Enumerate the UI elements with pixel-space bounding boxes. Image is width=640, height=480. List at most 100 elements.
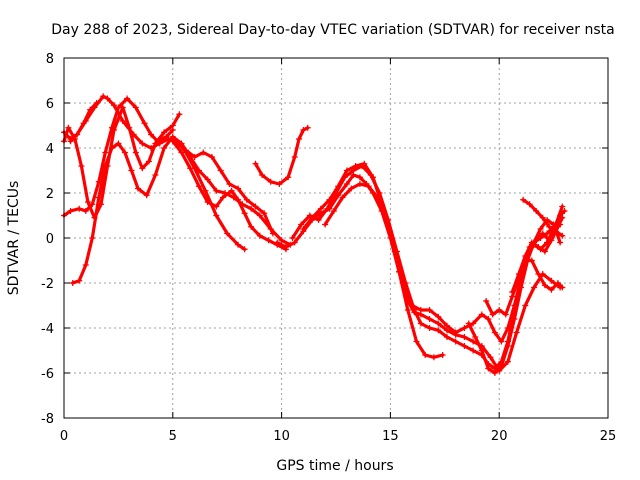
data-point	[531, 284, 538, 291]
data-point	[217, 167, 224, 174]
data-point	[291, 154, 298, 160]
data-point	[265, 237, 272, 244]
x-tick-label: 10	[273, 429, 290, 444]
data-point	[322, 221, 329, 228]
data-point	[452, 338, 459, 345]
data-point	[80, 120, 87, 127]
data-point	[546, 223, 553, 230]
data-point	[489, 311, 496, 318]
y-tick-label: -2	[41, 277, 54, 292]
data-point	[541, 282, 548, 289]
data-point	[343, 181, 350, 187]
data-point	[535, 244, 542, 250]
data-point	[533, 237, 540, 244]
data-point	[517, 284, 524, 291]
data-point	[487, 354, 494, 361]
series-line	[528, 204, 564, 249]
data-point	[291, 239, 298, 246]
data-point	[504, 325, 511, 331]
data-point	[248, 223, 255, 230]
data-point	[82, 208, 89, 214]
data-point	[413, 338, 420, 345]
y-tick-label: 4	[46, 142, 54, 157]
series-line	[62, 105, 181, 220]
data-point	[152, 140, 159, 147]
series-line	[62, 96, 175, 218]
data-point	[235, 196, 242, 203]
data-point	[383, 217, 390, 223]
data-point	[330, 208, 337, 214]
data-point	[102, 149, 109, 156]
data-point	[309, 214, 316, 221]
x-tick-label: 0	[60, 429, 68, 444]
data-point	[528, 257, 535, 264]
data-point	[526, 201, 533, 208]
data-point	[537, 226, 544, 232]
data-point	[111, 127, 118, 133]
y-tick-label: -4	[41, 322, 54, 337]
data-point	[241, 246, 248, 253]
data-point	[435, 320, 442, 327]
data-point	[128, 167, 135, 174]
data-point	[178, 149, 185, 156]
data-point	[356, 181, 363, 187]
data-point	[252, 203, 259, 210]
data-point	[126, 124, 133, 131]
data-point	[141, 120, 148, 127]
data-point	[559, 232, 566, 239]
data-point	[461, 334, 468, 340]
data-point	[470, 347, 477, 354]
data-point	[252, 160, 259, 167]
data-point	[243, 196, 250, 203]
data-point	[426, 316, 433, 322]
series-trace-7	[252, 124, 311, 187]
data-point	[548, 286, 555, 293]
data-point	[169, 138, 176, 145]
series-trace-1	[61, 93, 248, 253]
data-point	[298, 221, 305, 228]
data-point	[491, 370, 498, 376]
data-point	[241, 210, 248, 217]
data-point	[509, 289, 516, 295]
y-tick-label: 2	[46, 187, 54, 202]
data-point	[404, 307, 411, 313]
data-point	[528, 239, 535, 246]
data-point	[513, 329, 520, 336]
data-point	[276, 181, 283, 187]
data-point	[182, 147, 189, 154]
data-point	[326, 196, 333, 203]
data-point	[374, 194, 381, 201]
x-tick-label: 20	[491, 429, 508, 444]
data-point	[554, 223, 561, 230]
data-point	[226, 181, 233, 187]
data-point	[491, 329, 498, 336]
data-point	[539, 230, 546, 237]
data-point	[559, 214, 566, 221]
data-point	[261, 210, 268, 217]
data-point	[485, 316, 492, 322]
series-trace-15	[526, 203, 566, 250]
data-point	[93, 100, 100, 106]
data-point	[132, 104, 139, 111]
data-point	[426, 325, 433, 331]
series-line	[62, 94, 247, 251]
data-point	[559, 203, 566, 210]
x-axis-label: GPS time / hours	[276, 458, 393, 474]
data-point	[134, 185, 141, 192]
data-point	[148, 131, 155, 138]
data-point	[191, 154, 198, 160]
data-point	[548, 277, 555, 284]
data-point	[256, 212, 263, 219]
data-point	[139, 165, 146, 172]
data-point	[339, 194, 346, 201]
data-point	[561, 208, 568, 214]
data-point	[465, 320, 472, 327]
series-trace-2	[61, 95, 176, 219]
y-tick-label: 0	[46, 232, 54, 247]
data-point	[124, 95, 131, 102]
data-point	[343, 167, 350, 174]
data-point	[498, 338, 505, 345]
data-point	[108, 145, 115, 151]
x-tick-label: 25	[600, 429, 617, 444]
